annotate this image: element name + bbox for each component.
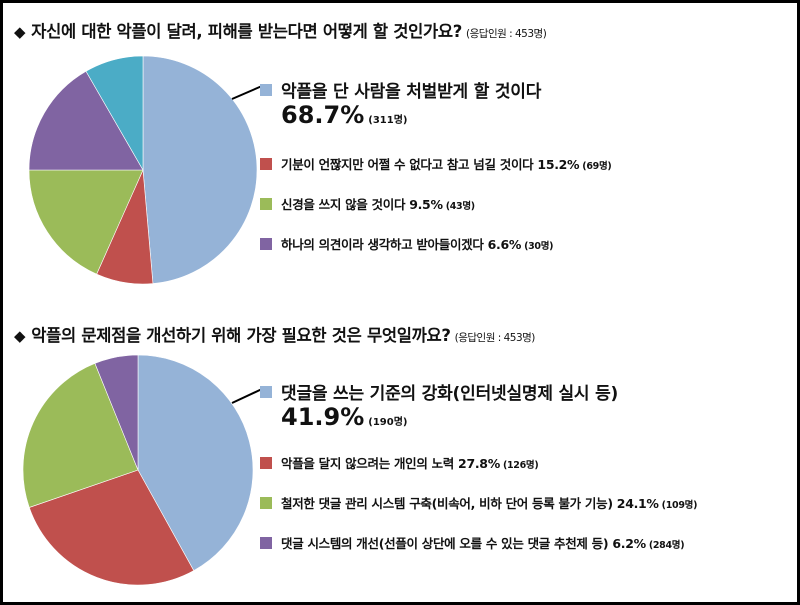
q2-item-1-count: (126명): [502, 460, 539, 471]
q2-main-count: (190명): [368, 417, 408, 428]
diamond-bullet-icon: ◆: [14, 23, 26, 41]
q1-item-2-count: (43명): [445, 201, 475, 212]
q1-item-1-label: 기분이 언짢지만 어쩔 수 없다고 참고 넘길 것이다 15.2%: [281, 157, 580, 172]
q1-item-3-label: 하나의 의견이라 생각하고 받아들이겠다 6.6%: [281, 237, 522, 252]
q1-main-value: 68.7% (311명): [281, 101, 407, 129]
pie-slice: [142, 55, 258, 284]
q1-legend-item-1: 기분이 언짢지만 어쩔 수 없다고 참고 넘길 것이다 15.2% (69명): [260, 154, 612, 173]
q1-main-label: 악플을 단 사람을 처벌받게 할 것이다: [281, 82, 542, 102]
q2-leader-line: [231, 388, 263, 404]
q2-item-2-count: (109명): [661, 500, 698, 511]
legend-swatch-green: [260, 197, 272, 210]
q2-respondents: (응답인원 : 453명): [454, 332, 536, 344]
q1-item-3-count: (30명): [524, 241, 554, 252]
q2-item-2-label: 철저한 댓글 관리 시스템 구축(비속어, 비하 단어 등록 불가 기능) 24…: [281, 496, 659, 511]
q2-legend-item-1: 악플을 달지 않으려는 개인의 노력 27.8% (126명): [260, 453, 539, 472]
q1-main-percent: 68.7%: [281, 101, 365, 129]
pie-slice: [94, 354, 139, 471]
legend-swatch-purple: [260, 536, 272, 549]
pie-slice: [85, 55, 144, 172]
q1-title-text: 자신에 대한 악플이 달려, 피해를 받는다면 어떻게 할 것인가요?: [31, 22, 463, 41]
q2-legend-item-3: 댓글 시스템의 개선(선플이 상단에 오를 수 있는 댓글 추천제 등) 6.2…: [260, 533, 685, 552]
q2-item-3-count: (284명): [648, 540, 685, 551]
legend-swatch-blue: [260, 83, 272, 96]
q2-main-label: 댓글을 쓰는 기준의 강화(인터넷실명제 실시 등): [281, 384, 619, 404]
q2-item-3-label: 댓글 시스템의 개선(선플이 상단에 오를 수 있는 댓글 추천제 등) 6.2…: [281, 536, 646, 551]
q1-legend-item-2: 신경을 쓰지 않을 것이다 9.5% (43명): [260, 194, 475, 213]
q2-title-text: 악플의 문제점을 개선하기 위해 가장 필요한 것은 무엇일까요?: [31, 326, 451, 345]
q2-legend-item-2: 철저한 댓글 관리 시스템 구축(비속어, 비하 단어 등록 불가 기능) 24…: [260, 493, 697, 512]
legend-swatch-purple: [260, 237, 272, 250]
q1-leader-line: [231, 85, 263, 100]
q2-legend-main: 댓글을 쓰는 기준의 강화(인터넷실명제 실시 등): [260, 379, 618, 404]
q1-title: ◆ 자신에 대한 악플이 달려, 피해를 받는다면 어떻게 할 것인가요? (응답인…: [14, 18, 547, 42]
q1-legend-item-3: 하나의 의견이라 생각하고 받아들이겠다 6.6% (30명): [260, 234, 554, 253]
q2-title: ◆ 악플의 문제점을 개선하기 위해 가장 필요한 것은 무엇일까요? (응답인원 …: [14, 322, 535, 346]
q2-main-percent: 41.9%: [281, 403, 365, 431]
q1-respondents: (응답인원 : 453명): [466, 28, 547, 40]
q1-item-1-count: (69명): [582, 161, 612, 172]
q2-item-1-label: 악플을 달지 않으려는 개인의 노력 27.8%: [281, 456, 500, 471]
q2-main-value: 41.9% (190명): [281, 403, 407, 431]
legend-swatch-blue: [260, 385, 272, 398]
legend-swatch-red: [260, 157, 272, 170]
pie-slice: [137, 354, 254, 571]
pie-slice: [28, 169, 144, 275]
q1-legend-main: 악플을 단 사람을 처벌받게 할 것이다: [260, 77, 541, 102]
q1-pie-chart: [28, 55, 258, 285]
diamond-bullet-icon: ◆: [14, 327, 26, 345]
q1-main-count: (311명): [368, 115, 408, 126]
legend-swatch-red: [260, 456, 272, 469]
pie-slice: [28, 469, 195, 586]
q1-item-2-label: 신경을 쓰지 않을 것이다 9.5%: [281, 197, 443, 212]
pie-slice: [28, 70, 144, 171]
legend-swatch-green: [260, 496, 272, 509]
